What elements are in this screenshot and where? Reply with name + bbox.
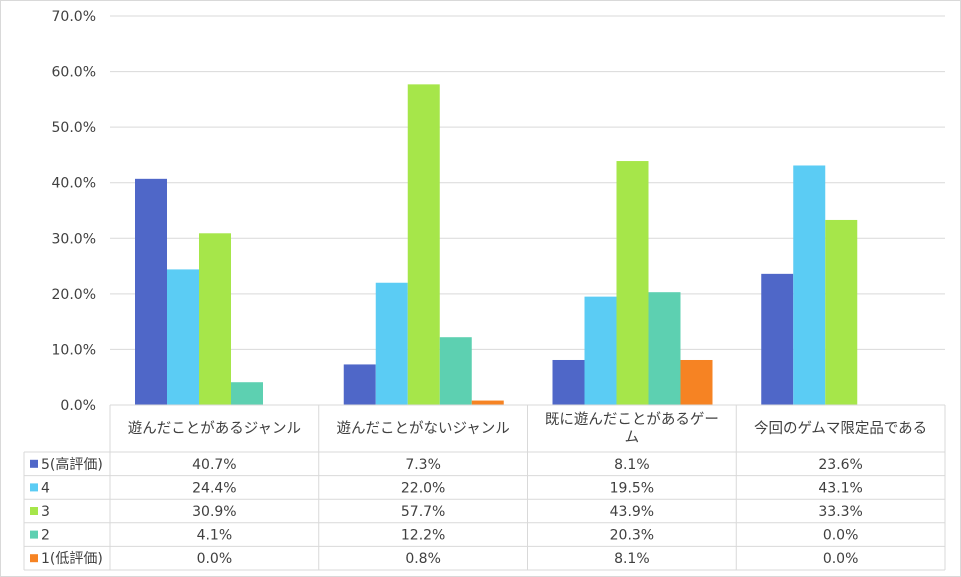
y-tick-label: 0.0%	[60, 398, 96, 414]
data-label: 23.6%	[818, 457, 862, 473]
y-tick-label: 50.0%	[52, 120, 96, 136]
bar	[616, 161, 649, 405]
category-label: ム	[625, 430, 640, 446]
data-label: 0.0%	[823, 551, 859, 567]
category-label: 既に遊んだことがあるゲー	[545, 411, 719, 428]
data-label: 43.1%	[818, 480, 862, 496]
category-label: 遊んだことがあるジャンル	[128, 420, 301, 437]
data-label: 22.0%	[401, 480, 445, 496]
legend-swatch	[30, 459, 38, 468]
y-tick-label: 30.0%	[52, 231, 96, 247]
legend-swatch	[30, 554, 38, 563]
data-label: 8.1%	[614, 551, 650, 567]
bar	[552, 359, 585, 405]
bar	[199, 233, 231, 405]
category-label: 今回のゲムマ限定品である	[754, 420, 927, 437]
data-label: 4.1%	[197, 528, 233, 544]
legend-swatch	[30, 530, 38, 539]
bar	[167, 269, 199, 405]
data-label: 12.2%	[401, 528, 445, 544]
data-label: 40.7%	[192, 457, 236, 473]
bar	[825, 219, 858, 405]
data-label: 57.7%	[401, 504, 445, 520]
bar	[648, 292, 681, 405]
bar	[584, 296, 617, 405]
legend-label: 3	[41, 504, 50, 520]
legend-label: 2	[41, 528, 50, 544]
data-label: 19.5%	[610, 480, 654, 496]
data-label: 0.8%	[405, 551, 441, 567]
bar	[793, 165, 826, 405]
y-tick-label: 70.0%	[52, 9, 96, 25]
y-tick-label: 20.0%	[52, 287, 96, 303]
data-label: 20.3%	[610, 528, 654, 544]
data-label: 0.0%	[197, 551, 233, 567]
bar	[343, 364, 376, 405]
y-tick-label: 60.0%	[52, 65, 96, 81]
data-label: 33.3%	[818, 504, 862, 520]
bar	[135, 178, 167, 405]
bar	[761, 273, 794, 405]
data-label: 7.3%	[405, 457, 441, 473]
legend-swatch	[30, 483, 38, 492]
data-label: 24.4%	[192, 480, 236, 496]
bar	[375, 282, 408, 405]
bar	[407, 84, 440, 406]
data-label: 8.1%	[614, 457, 650, 473]
bar	[680, 359, 713, 405]
data-label: 43.9%	[610, 504, 654, 520]
legend-label: 5(高評価)	[41, 456, 103, 473]
bar	[471, 400, 504, 405]
data-label: 30.9%	[192, 504, 236, 520]
bar	[231, 382, 263, 405]
y-tick-label: 10.0%	[52, 342, 96, 358]
legend-label: 1(低評価)	[41, 551, 103, 567]
category-label: 遊んだことがないジャンル	[336, 420, 509, 437]
y-tick-label: 40.0%	[52, 176, 96, 192]
bar	[439, 337, 472, 405]
legend-label: 4	[41, 480, 50, 496]
legend-swatch	[30, 507, 38, 515]
data-label: 0.0%	[823, 528, 859, 544]
